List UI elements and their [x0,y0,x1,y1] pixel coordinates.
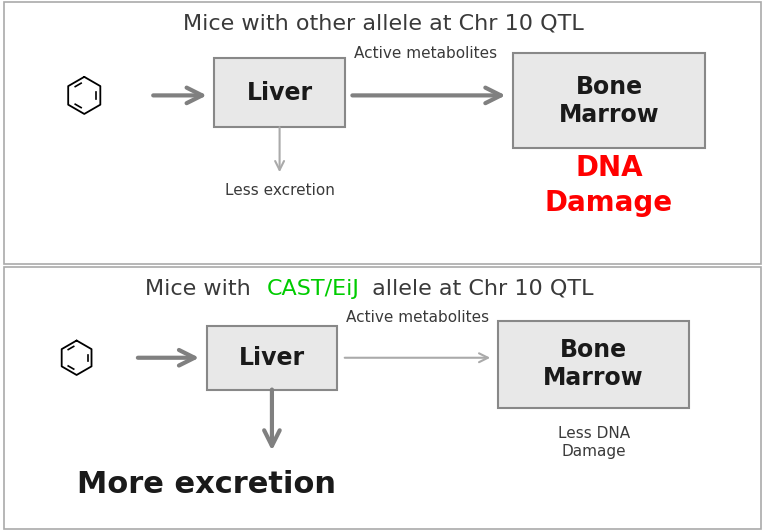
Text: Less excretion: Less excretion [224,183,335,198]
FancyBboxPatch shape [207,326,337,390]
Text: CAST/EiJ: CAST/EiJ [267,279,360,299]
FancyBboxPatch shape [4,267,761,529]
Text: Mice with: Mice with [145,279,257,299]
Text: DNA
Damage: DNA Damage [545,154,673,217]
Text: Less DNA
Damage: Less DNA Damage [558,426,630,460]
FancyBboxPatch shape [4,2,761,264]
FancyBboxPatch shape [214,58,345,127]
Text: Mice with other allele at Chr 10 QTL: Mice with other allele at Chr 10 QTL [182,14,584,34]
Text: Active metabolites: Active metabolites [346,311,489,325]
Text: allele at Chr 10 QTL: allele at Chr 10 QTL [365,279,593,299]
Text: Liver: Liver [247,81,313,105]
Text: Active metabolites: Active metabolites [354,46,496,60]
Text: Bone
Marrow: Bone Marrow [543,339,644,390]
FancyBboxPatch shape [513,53,705,148]
FancyBboxPatch shape [498,321,689,408]
Text: Liver: Liver [239,346,305,370]
Text: Bone
Marrow: Bone Marrow [558,75,660,127]
Text: More excretion: More excretion [77,471,336,499]
